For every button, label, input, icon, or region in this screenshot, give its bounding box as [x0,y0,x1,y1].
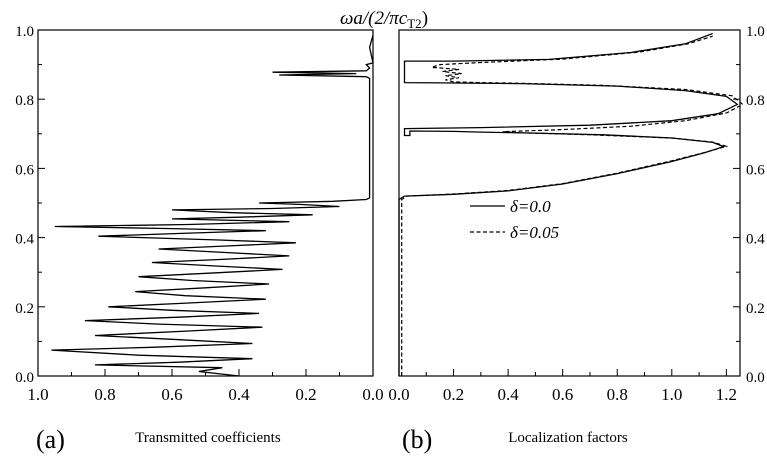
a-x-tick-label: 0.2 [295,385,316,404]
panel-b-x-axis-title: Localization factors [508,430,628,446]
legend-label-delta-0-05: δ=0.05 [510,223,559,242]
panel-b: 0.00.20.40.60.81.00.0 0.2 0.4 0.6 0.8 1.0 1.2 … [388,24,765,454]
b-x-tick-label: 0.4 [497,385,519,404]
panel-a-frame [37,29,374,377]
b-y-tick-label: 0.8 [746,93,765,109]
a-y-tick-label: 0.0 [15,370,34,386]
b-x-tick-label: 0.2 [443,385,464,404]
panel-a-label: (a) [36,425,65,454]
panel-a-axes: 0.0 0.2 0.4 0.6 0.8 1.0 1.0 0.8 0.6 0.4 0.2 0.0 [15,24,383,404]
a-x-tick-label: 0.6 [161,385,182,404]
a-x-tick-label: 0.4 [228,385,250,404]
b-x-tick-label: 0.8 [607,385,628,404]
a-y-tick-label: 0.8 [15,93,34,109]
b-y-tick-label: 0.2 [746,301,765,317]
b-x-tick-label: 1.2 [716,385,737,404]
a-x-tick-label: 1.0 [27,385,48,404]
panel-b-frame [398,29,741,377]
b-y-tick-label: 0.4 [746,232,765,248]
a-y-tick-label: 0.6 [15,162,34,178]
legend: δ=0.0 δ=0.05 [470,197,559,242]
panel-a-x-axis-title: Transmitted coefficients [135,430,281,446]
b-y-tick-label: 0.0 [746,370,765,386]
legend-label-delta-0: δ=0.0 [510,197,551,216]
localization-curve-delta-0 [398,32,739,376]
b-x-tick-label: 0.6 [552,385,573,404]
localization-curve-delta-0-05 [401,35,744,376]
b-x-tick-label: 0.0 [388,385,409,404]
a-y-tick-label: 0.2 [15,301,34,317]
transmitted-coefficients-curve [51,35,374,377]
a-y-tick-label: 1.0 [15,24,34,40]
b-y-tick-label: 0.6 [746,162,765,178]
b-x-tick-label: 1.0 [661,385,682,404]
figure-top-label: ωa/(2/πcT2) [340,8,428,31]
b-y-tick-label: 1.0 [746,24,765,40]
a-y-tick-label: 0.4 [15,232,34,248]
a-x-tick-label: 0.8 [94,385,115,404]
a-x-tick-label: 0.0 [362,385,383,404]
panel-b-axes: 0.0 0.2 0.4 0.6 0.8 1.0 0.0 0.2 0.4 0.6 0.8 1.0 1.2 [388,24,765,404]
panel-a: 0.0 0.2 0.4 0.6 0.8 1.0 1.0 0.8 0.6 0.4 0.2 0.0 (a)… [15,24,383,454]
panel-b-label: (b) [402,425,432,454]
